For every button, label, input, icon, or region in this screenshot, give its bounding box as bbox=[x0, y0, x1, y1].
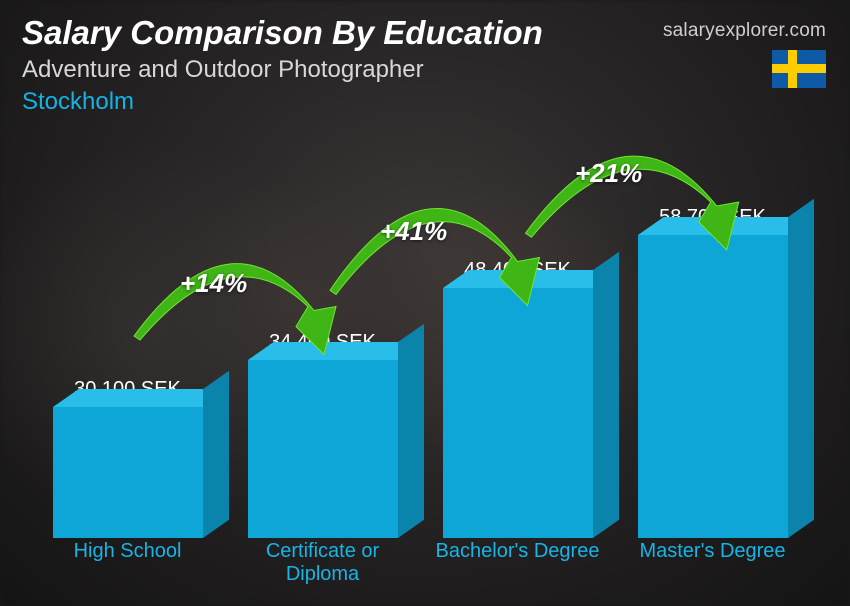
category-label: Bachelor's Degree bbox=[430, 540, 606, 588]
bar-0: 30,100 SEK bbox=[53, 378, 203, 538]
category-label: Certificate or Diploma bbox=[235, 540, 411, 588]
brand-label: salaryexplorer.com bbox=[663, 20, 826, 42]
bar-1: 34,400 SEK bbox=[248, 331, 398, 538]
category-label: High School bbox=[40, 540, 216, 588]
bar-2: 48,400 SEK bbox=[443, 259, 593, 538]
page-title: Salary Comparison By Education bbox=[22, 14, 543, 52]
increase-label: +41% bbox=[380, 216, 447, 247]
bar-3: 58,700 SEK bbox=[638, 206, 788, 538]
increase-label: +14% bbox=[180, 268, 247, 299]
increase-label: +21% bbox=[575, 158, 642, 189]
category-label: Master's Degree bbox=[625, 540, 801, 588]
salary-bar-chart: 30,100 SEK 34,400 SEK 48,400 SEK 58,700 SEK… bbox=[30, 58, 810, 588]
